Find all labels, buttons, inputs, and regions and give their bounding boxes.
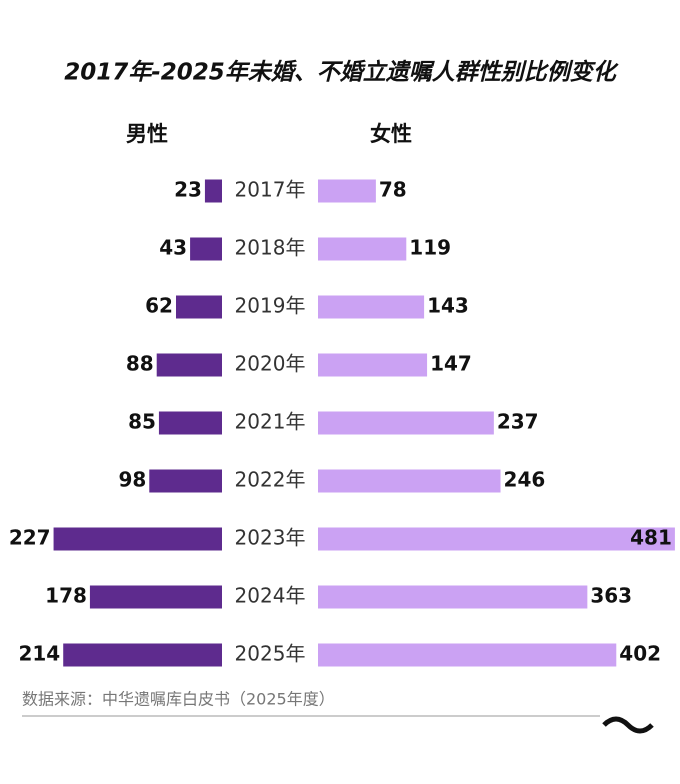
data-label: 402 — [619, 642, 661, 666]
series-header: 男性 — [126, 122, 168, 146]
category-label: 2019年 — [235, 294, 306, 318]
data-label: 98 — [118, 468, 146, 492]
data-label: 143 — [427, 294, 469, 318]
logo — [602, 716, 654, 734]
category-label: 2023年 — [235, 526, 306, 550]
data-label: 119 — [409, 236, 451, 260]
bar — [318, 585, 588, 609]
category-label: 2020年 — [235, 352, 306, 376]
data-label: 227 — [9, 526, 51, 550]
data-label: 85 — [128, 410, 156, 434]
data-label: 23 — [174, 178, 202, 202]
bar — [318, 353, 428, 377]
data-label: 237 — [497, 410, 539, 434]
data-label: 246 — [504, 468, 546, 492]
category-label: 2018年 — [235, 236, 306, 260]
data-label: 481 — [630, 526, 672, 550]
bar — [318, 179, 376, 203]
bar — [158, 411, 222, 435]
data-label: 363 — [590, 584, 632, 608]
data-label: 214 — [18, 642, 60, 666]
bar — [318, 527, 675, 551]
chart-title: 2017年-2025年未婚、不婚立遗嘱人群性别比例变化 — [64, 59, 619, 86]
series-header: 女性 — [370, 122, 412, 146]
category-label: 2017年 — [235, 178, 306, 202]
bar — [318, 295, 425, 319]
data-label: 62 — [145, 294, 173, 318]
bar — [204, 179, 222, 203]
bar — [63, 643, 222, 667]
bar — [156, 353, 222, 377]
data-label: 147 — [430, 352, 472, 376]
bar — [89, 585, 222, 609]
bar — [318, 469, 501, 493]
bar — [318, 237, 407, 261]
source-note: 数据来源：中华遗嘱库白皮书（2025年度） — [22, 690, 335, 709]
data-label: 43 — [159, 236, 187, 260]
bar — [53, 527, 222, 551]
bar — [190, 237, 222, 261]
data-label: 78 — [379, 178, 407, 202]
bar — [149, 469, 222, 493]
bar — [318, 411, 494, 435]
category-label: 2025年 — [235, 642, 306, 666]
category-label: 2022年 — [235, 468, 306, 492]
data-label: 178 — [45, 584, 87, 608]
data-label: 88 — [126, 352, 154, 376]
category-label: 2021年 — [235, 410, 306, 434]
bar — [318, 643, 617, 667]
bar — [175, 295, 222, 319]
category-label: 2024年 — [235, 584, 306, 608]
